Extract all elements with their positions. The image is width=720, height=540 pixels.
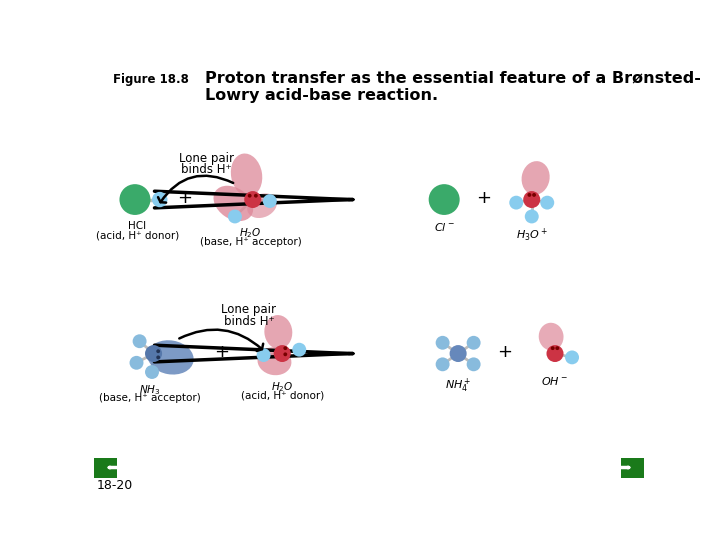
Circle shape — [428, 184, 459, 215]
Text: $H_3O^+$: $H_3O^+$ — [516, 226, 548, 244]
Bar — [621, 457, 644, 477]
Circle shape — [523, 191, 540, 208]
Circle shape — [525, 210, 539, 224]
Text: HCl: HCl — [128, 221, 146, 231]
Circle shape — [263, 194, 276, 208]
Circle shape — [551, 346, 554, 350]
Circle shape — [228, 210, 242, 224]
Circle shape — [528, 193, 531, 197]
Circle shape — [244, 191, 261, 208]
Circle shape — [436, 357, 449, 372]
Text: Proton transfer as the essential feature of a Brønsted-: Proton transfer as the essential feature… — [204, 71, 701, 86]
Ellipse shape — [264, 315, 292, 349]
Circle shape — [292, 343, 306, 356]
Bar — [94, 457, 117, 477]
Text: $Cl^-$: $Cl^-$ — [433, 221, 454, 233]
Text: Lone pair: Lone pair — [221, 303, 276, 316]
Text: +: + — [215, 343, 229, 361]
Ellipse shape — [539, 323, 564, 350]
Text: (base, H⁺ acceptor): (base, H⁺ acceptor) — [199, 237, 301, 246]
Ellipse shape — [258, 347, 292, 375]
Ellipse shape — [231, 153, 262, 197]
Circle shape — [274, 345, 291, 362]
Text: +: + — [476, 189, 491, 207]
Circle shape — [132, 334, 147, 348]
Text: Figure 18.8: Figure 18.8 — [113, 72, 189, 85]
Circle shape — [254, 194, 258, 198]
Text: +: + — [497, 343, 512, 361]
Circle shape — [467, 357, 481, 372]
Text: (acid, H⁺ donor): (acid, H⁺ donor) — [96, 231, 179, 240]
Text: $NH_4^+$: $NH_4^+$ — [445, 377, 472, 395]
Text: (acid, H⁺ donor): (acid, H⁺ donor) — [240, 390, 324, 401]
Circle shape — [130, 356, 143, 370]
Circle shape — [540, 195, 554, 210]
Circle shape — [284, 353, 287, 356]
Circle shape — [284, 346, 287, 350]
Text: $H_2O$: $H_2O$ — [271, 381, 294, 394]
Text: 18-20: 18-20 — [96, 479, 132, 492]
Circle shape — [532, 193, 536, 197]
Circle shape — [449, 345, 467, 362]
Circle shape — [256, 348, 271, 362]
Circle shape — [565, 350, 579, 365]
Text: Lowry acid-base reaction.: Lowry acid-base reaction. — [204, 88, 438, 103]
Text: (base, H⁺ acceptor): (base, H⁺ acceptor) — [99, 393, 201, 403]
Circle shape — [120, 184, 150, 215]
Ellipse shape — [521, 161, 549, 195]
Circle shape — [509, 195, 523, 210]
Circle shape — [156, 355, 160, 359]
Text: +: + — [177, 189, 192, 207]
Ellipse shape — [247, 193, 277, 218]
Circle shape — [156, 349, 160, 353]
Text: Lone pair: Lone pair — [179, 152, 234, 165]
Circle shape — [145, 345, 162, 362]
Text: binds H⁺: binds H⁺ — [181, 164, 232, 177]
Text: $NH_3$: $NH_3$ — [139, 383, 161, 396]
Circle shape — [546, 345, 564, 362]
Circle shape — [152, 192, 168, 207]
Circle shape — [248, 194, 251, 198]
Circle shape — [145, 365, 159, 379]
Ellipse shape — [214, 186, 253, 221]
Circle shape — [436, 336, 449, 350]
Text: $H_2O$: $H_2O$ — [239, 226, 261, 240]
Circle shape — [555, 346, 559, 350]
Ellipse shape — [148, 340, 194, 375]
Text: $OH^-$: $OH^-$ — [541, 375, 569, 387]
Circle shape — [467, 336, 481, 350]
Text: binds H⁺: binds H⁺ — [224, 315, 274, 328]
